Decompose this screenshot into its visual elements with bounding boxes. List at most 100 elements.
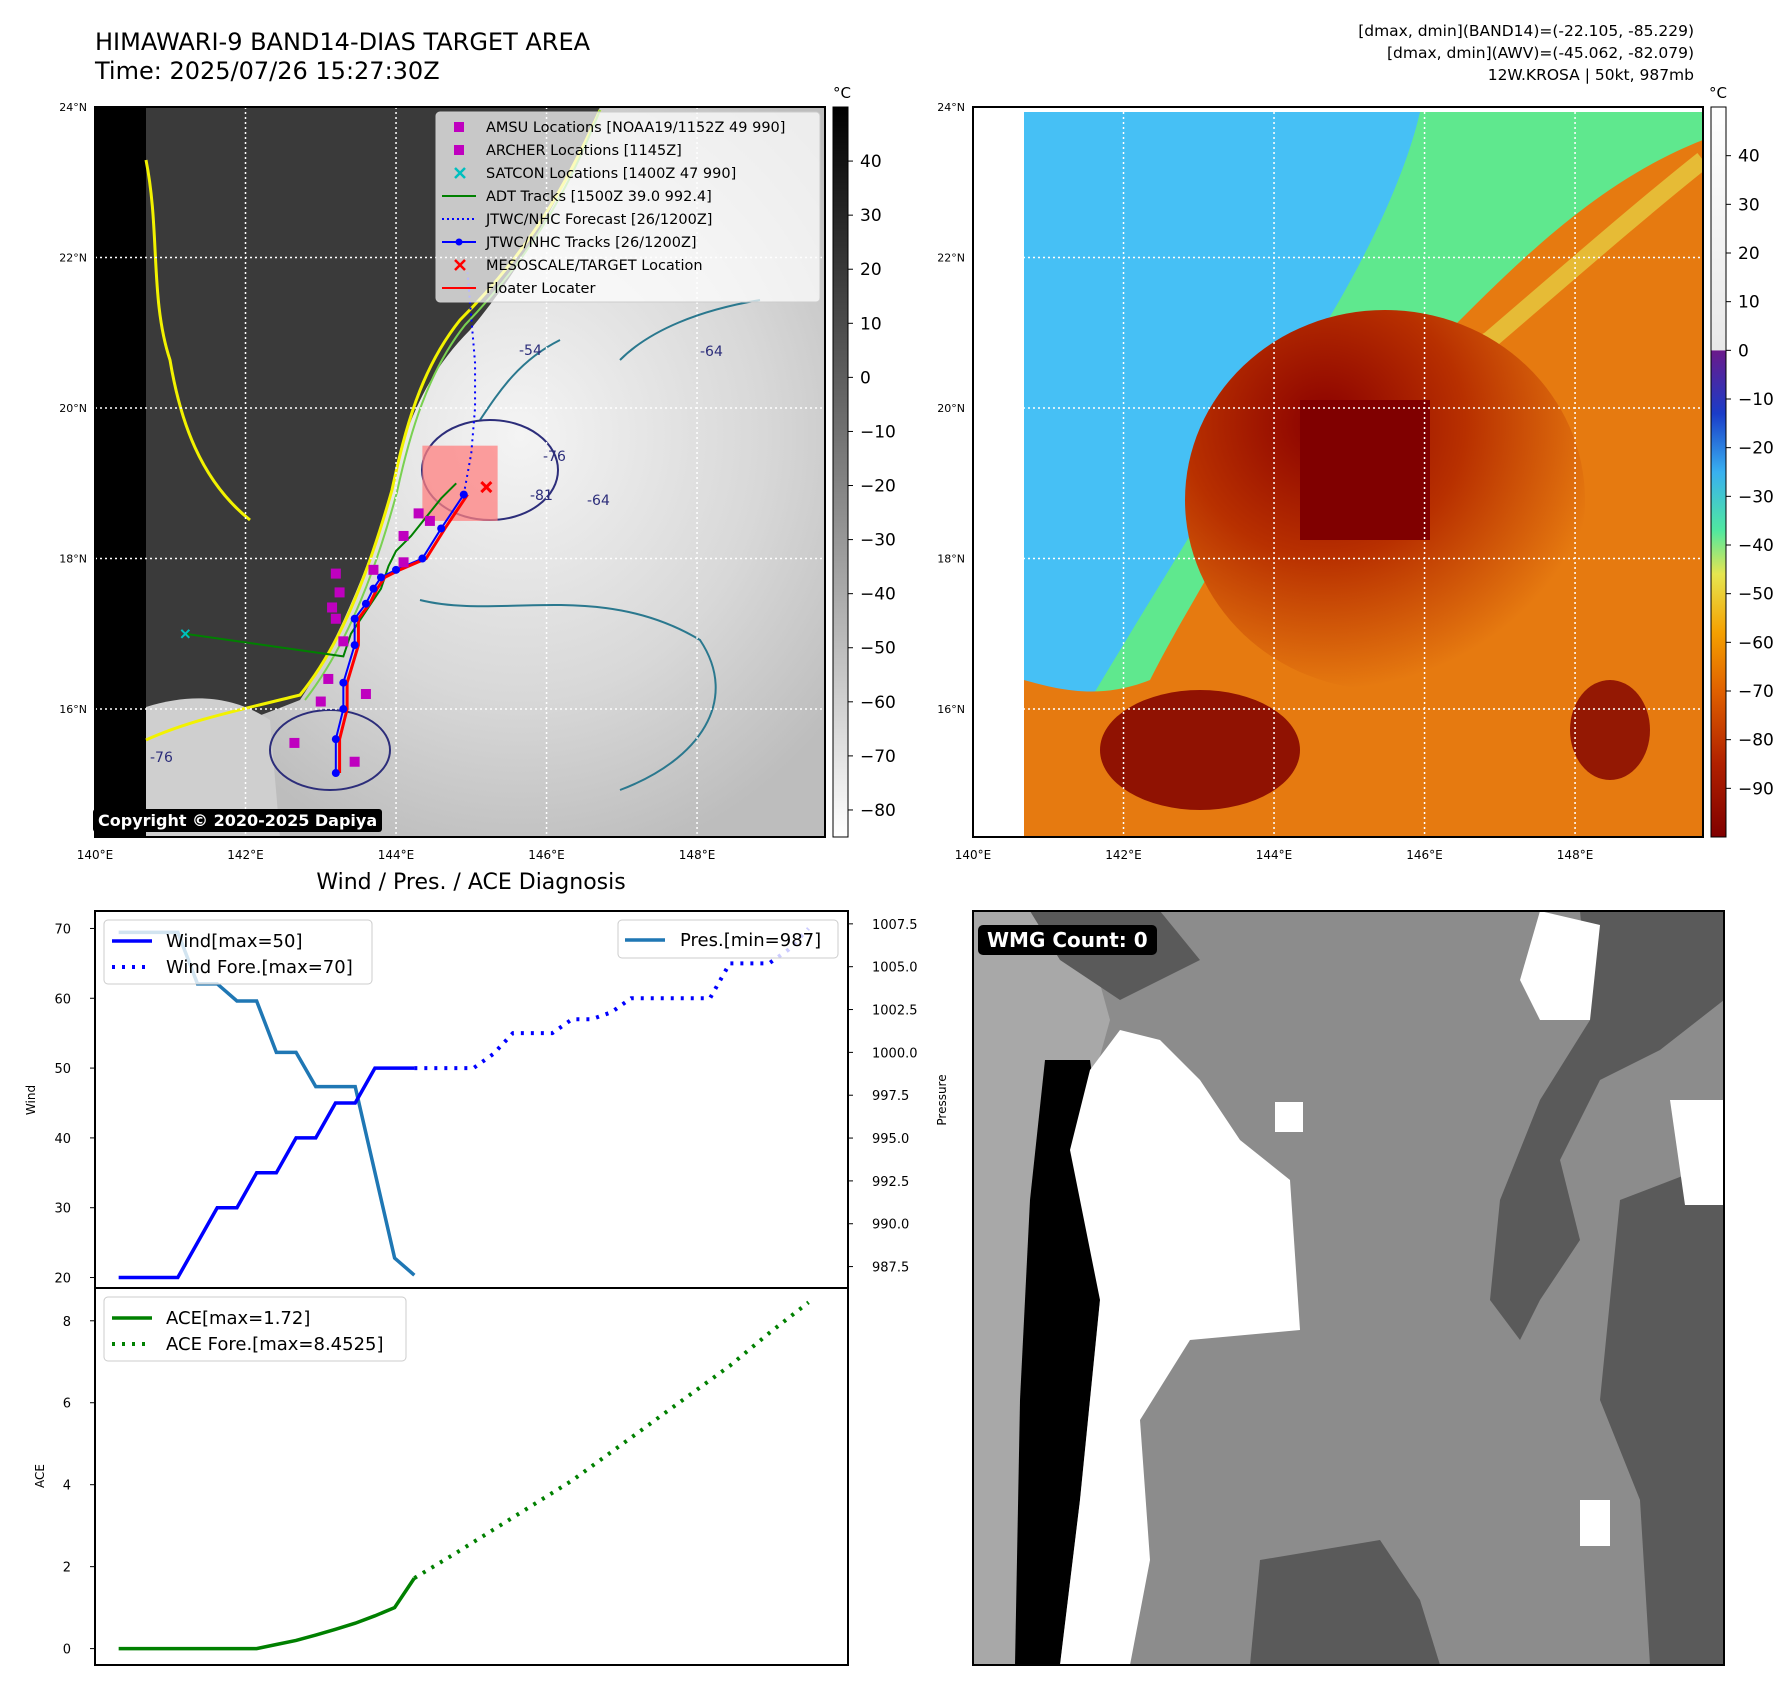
colorbar-tick-label: 0 — [860, 368, 871, 388]
wind-line — [118, 1066, 415, 1280]
amsu-marker — [398, 530, 409, 541]
ace-ytick-label: 8 — [63, 1315, 71, 1330]
lon-tick-label: 148°E — [1557, 848, 1594, 862]
wind-ytick-label: 20 — [54, 1272, 71, 1287]
ir-colorbar-ramp — [832, 106, 849, 838]
pressure-ytick-label: 1000.0 — [872, 1046, 918, 1061]
lon-tick-label: 146°E — [1406, 848, 1443, 862]
ace-legend-label: ACE[max=1.72] — [166, 1308, 310, 1329]
target-marker — [480, 480, 493, 494]
legend-swatch — [454, 145, 464, 155]
colorbar-tick-label: −30 — [1738, 487, 1774, 507]
wmg-white-band — [1060, 1030, 1300, 1665]
satcon-markers — [180, 629, 191, 639]
wind-forecast-line — [414, 927, 811, 1071]
ace-yticks: 8 6 4 2 0 — [63, 1315, 95, 1658]
jtwc-track-point — [437, 524, 446, 533]
colorbar-tick-label: 40 — [860, 152, 882, 172]
lon-tick-label: 148°E — [679, 848, 716, 862]
ace-ytick-label: 2 — [63, 1561, 71, 1576]
wind-fore-legend-label: Wind Fore.[max=70] — [166, 957, 353, 978]
lat-tick-label: 20°N — [937, 402, 965, 415]
ace-ytick-label: 0 — [63, 1643, 71, 1658]
jtwc-track-point — [331, 735, 340, 744]
pressure-legend: Pres.[min=987] — [617, 919, 839, 959]
lat-tick-label: 22°N — [59, 252, 87, 265]
colorbar-tick-label: −40 — [1738, 536, 1774, 556]
wmg-frame — [972, 910, 1725, 1666]
title-line-1: HIMAWARI-9 BAND14-DIAS TARGET AREA — [95, 28, 591, 56]
ace-ytick-label: 4 — [63, 1479, 71, 1494]
pressure-ytick-label: 990.0 — [872, 1218, 909, 1233]
diagnosis-title: Wind / Pres. / ACE Diagnosis — [316, 870, 625, 895]
lon-tick-label: 144°E — [378, 848, 415, 862]
wmg-count-label: WMG Count: 0 — [978, 925, 1157, 955]
amsu-marker — [334, 587, 345, 598]
legend-label: MESOSCALE/TARGET Location — [486, 258, 703, 274]
colorbar-tick-label: −80 — [1738, 731, 1774, 751]
amsu-marker — [330, 613, 341, 624]
legend-label: ARCHER Locations [1145Z] — [486, 143, 682, 159]
colorbar-tick-label: 0 — [1738, 341, 1749, 361]
jtwc-track-point — [459, 490, 468, 499]
ace-panel: 8 6 4 2 0 ACE ACE[max=1.72] ACE Fore.[max=8.… — [33, 1287, 849, 1666]
pressure-ytick-label: 1007.5 — [872, 918, 918, 933]
wind-legend: Wind[max=50] Wind Fore.[max=70] — [103, 919, 373, 985]
jtwc-track-point — [350, 614, 359, 623]
lat-tick-label: 18°N — [59, 553, 87, 566]
jtwc-track-point — [339, 705, 348, 714]
wind-ylabel: Wind — [24, 1085, 38, 1115]
legend-label: SATCON Locations [1400Z 47 990] — [486, 166, 736, 182]
wind-ytick-label: 50 — [54, 1062, 71, 1077]
awv-map-frame — [972, 106, 1704, 838]
colorbar-tick-label: −60 — [1738, 633, 1774, 653]
ir-contour-south-core — [269, 709, 391, 791]
legend-label: AMSU Locations [NOAA19/1152Z 49 990] — [486, 120, 785, 136]
header-right-line-1: [dmax, dmin](BAND14)=(-22.105, -85.229) — [1358, 22, 1694, 40]
wind-ytick-label: 40 — [54, 1132, 71, 1147]
colorbar-tick-label: −70 — [860, 747, 896, 767]
ir-map-frame — [94, 106, 826, 838]
contour-labels: -54 -64 -76 -81 -64 -76 — [150, 343, 723, 766]
lon-tick-label: 140°E — [77, 848, 114, 862]
colorbar-tick-label: −20 — [1738, 439, 1774, 459]
lat-tick-label: 16°N — [937, 703, 965, 716]
ace-legend-box — [103, 1296, 407, 1362]
amsu-archer-markers — [289, 508, 435, 767]
jtwc-track-point — [350, 641, 359, 650]
awv-gridlines — [973, 107, 1703, 837]
wind-ytick-label: 60 — [54, 992, 71, 1007]
amsu-marker — [349, 756, 360, 767]
colorbar-tick-label: −60 — [860, 693, 896, 713]
amsu-marker — [398, 557, 409, 568]
colorbar-tick-label: −80 — [860, 801, 896, 821]
amsu-marker — [368, 564, 379, 575]
wmg-white-patch-2 — [1580, 1500, 1610, 1546]
pressure-legend-label: Pres.[min=987] — [680, 930, 821, 951]
lon-tick-label: 142°E — [227, 848, 264, 862]
ace-fore-legend-label: ACE Fore.[max=8.4525] — [166, 1334, 384, 1355]
amsu-marker — [315, 696, 326, 707]
jtwc-track-point — [331, 769, 340, 778]
colorbar-tick-label: −30 — [860, 531, 896, 551]
jtwc-track-point — [369, 584, 378, 593]
ir-contour-teal — [479, 299, 761, 421]
amsu-marker — [323, 673, 334, 684]
ir-no-data-strip — [95, 107, 146, 837]
ir-colorbar-ticks: 40 30 20 10 0 −10 −20 −30 −40 −50 −60 −70 −80 — [848, 152, 896, 821]
colorbar-tick-label: −20 — [860, 477, 896, 497]
colorbar-tick-label: 10 — [860, 314, 882, 334]
title-line-2: Time: 2025/07/26 15:27:30Z — [95, 57, 440, 85]
wind-panel: 70 60 50 40 30 20 1007.5 1005.0 1002.5 1000.0 997… — [24, 910, 949, 1289]
wmg-white-patch-1 — [1275, 1102, 1303, 1132]
legend-box — [435, 111, 821, 303]
lat-tick-label: 22°N — [937, 252, 965, 265]
colorbar-tick-label: −50 — [1738, 585, 1774, 605]
ir-contour-teal-south — [419, 599, 717, 791]
legend-swatch — [454, 167, 466, 179]
header-right-line-3: 12W.KROSA | 50kt, 987mb — [1487, 66, 1694, 84]
awv-colorbar-ticks: 40 30 20 10 0 −10 −20 −30 −40 −50 −60 −70 −80 −90 — [1726, 147, 1774, 799]
lon-tick-label: 140°E — [955, 848, 992, 862]
pressure-ytick-label: 992.5 — [872, 1175, 909, 1190]
wmg-panel — [972, 910, 1725, 1666]
